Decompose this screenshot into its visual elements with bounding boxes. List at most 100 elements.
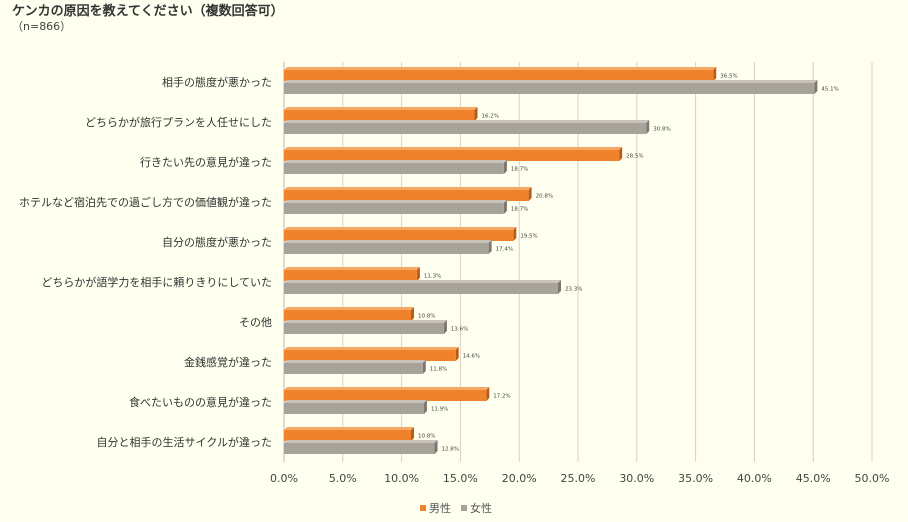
x-tick-label: 35.0% [678,472,713,485]
data-label-male: 10.8% [418,434,435,440]
data-label-male: 16.2% [482,114,499,120]
legend-swatch-male [420,505,426,511]
data-label-male: 10.8% [418,314,435,320]
bar-female [284,283,559,294]
chart-subtitle: （n=866） [12,20,72,33]
bar-female [284,363,423,374]
bar-side-male [513,227,517,241]
data-label-female: 18.7% [511,207,528,213]
bar-side-male [416,267,420,281]
x-tick-label: 40.0% [737,472,772,485]
bar-top-male [284,107,478,110]
bar-top-male [284,387,490,390]
x-tick-label: 45.0% [796,472,831,485]
bar-top-female [284,280,562,283]
bar-top-male [284,267,420,270]
category-label: その他 [239,316,272,329]
bar-female [284,243,489,254]
bar-female [284,403,424,414]
bar-male [284,150,620,161]
title-block: ケンカの原因を教えてください（複数回答可） （n=866） [12,4,284,34]
bar-side-female [503,160,507,174]
bar-side-male [486,387,490,401]
x-tick-label: 25.0% [561,472,596,485]
data-label-female: 12.8% [442,447,459,453]
bar-female [284,163,504,174]
bar-female [284,203,504,214]
category-label: 相手の態度が悪かった [162,75,272,89]
bar-top-female [284,160,507,163]
category-label: どちらかが語学力を相手に頼りきりにしていた [41,275,272,289]
bar-top-female [284,200,507,203]
data-label-female: 30.8% [653,127,670,133]
data-label-female: 45.1% [821,87,838,93]
bar-male [284,190,529,201]
bar-side-female [488,240,492,254]
category-label: 食べたいものの意見が違った [129,395,272,409]
bar-male [284,350,456,361]
legend-label-male: 男性 [429,502,451,515]
data-label-male: 36.5% [720,74,737,80]
legend-item-female: 女性 [461,500,492,516]
bar-top-male [284,67,717,70]
bar-side-female [558,280,562,294]
bar-male [284,310,412,321]
bar-top-male [284,427,415,430]
x-tick-label: 50.0% [855,472,890,485]
bar-top-male [284,307,415,310]
category-label: 自分の態度が悪かった [162,235,272,249]
bar-female [284,323,444,334]
data-label-female: 11.9% [431,407,448,413]
category-label: 行きたい先の意見が違った [140,155,272,169]
category-label: 自分と相手の生活サイクルが違った [97,435,272,449]
data-label-male: 11.3% [424,274,441,280]
bar-side-female [422,360,426,374]
bar-top-male [284,347,459,350]
bar-top-female [284,240,492,243]
bar-female [284,443,435,454]
bar-female [284,83,815,94]
data-label-female: 18.7% [511,167,528,173]
bar-male [284,230,514,241]
bar-top-female [284,80,818,83]
bar-side-male [619,147,623,161]
bar-male [284,270,417,281]
bar-top-female [284,320,447,323]
bar-side-female [434,440,438,454]
bar-top-male [284,187,532,190]
legend-item-male: 男性 [420,500,451,516]
bar-side-female [503,200,507,214]
data-label-male: 20.8% [536,194,553,200]
data-label-male: 14.6% [463,354,480,360]
bar-top-female [284,120,650,123]
data-label-female: 11.8% [430,367,447,373]
x-tick-label: 5.0% [329,472,357,485]
data-label-female: 17.4% [496,247,513,253]
category-label: 金銭感覚が違った [184,355,272,369]
bar-top-male [284,147,623,150]
x-tick-label: 15.0% [443,472,478,485]
x-tick-label: 20.0% [502,472,537,485]
data-label-male: 17.2% [493,394,510,400]
bar-side-male [455,347,459,361]
legend-swatch-female [461,505,467,511]
bar-top-female [284,440,438,443]
data-label-female: 23.3% [565,287,582,293]
bar-male [284,110,475,121]
x-tick-label: 10.0% [384,472,419,485]
bar-top-female [284,400,427,403]
bar-male [284,390,487,401]
bar-side-male [411,307,415,321]
legend-label-female: 女性 [470,502,492,515]
bar-top-male [284,227,517,230]
bar-side-male [713,67,717,81]
x-tick-label: 0.0% [270,472,298,485]
bar-female [284,123,647,134]
bar-side-male [411,427,415,441]
data-label-male: 19.5% [520,234,537,240]
category-label: ホテルなど宿泊先での過ごし方での価値観が違った [19,195,272,209]
bar-side-female [423,400,427,414]
data-label-male: 28.5% [626,154,643,160]
data-label-female: 13.6% [451,327,468,333]
